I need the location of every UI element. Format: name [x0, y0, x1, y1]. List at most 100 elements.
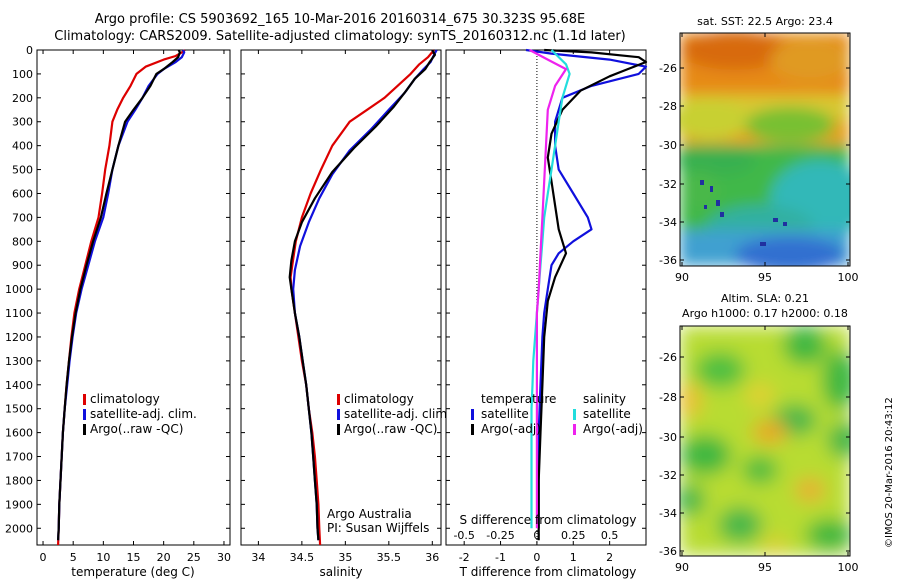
- temperature-panel: 0100200300400500600700800900100011001200…: [5, 44, 231, 579]
- map-y-tick-label: -30: [659, 431, 677, 444]
- map-y-tick-label: -26: [659, 62, 677, 75]
- legend-label: satellite-adj. clim.: [90, 407, 197, 421]
- map-y-tick-label: -36: [659, 254, 677, 267]
- y-tick-label: 200: [12, 92, 33, 105]
- sst-map: sat. SST: 22.5 Argo: 23.4: [659, 15, 859, 284]
- y-tick-label: 800: [12, 235, 33, 248]
- chart-title-line1: Argo profile: CS 5903692_165 10-Mar-2016…: [94, 12, 586, 27]
- series-line-argo-raw-qc: [288, 49, 436, 541]
- credit-text: ©IMOS 20-Mar-2016 20:43:12: [884, 397, 895, 548]
- temperature-x-label: temperature (deg C): [71, 565, 194, 579]
- x-tick-label: -1: [495, 551, 506, 564]
- sst-cloud-pixels: [700, 180, 787, 246]
- x-tick-label: 0: [533, 551, 540, 564]
- legend-label: climatology: [344, 392, 414, 406]
- y-tick-label: 1100: [5, 307, 33, 320]
- y-tick-label: 400: [12, 140, 33, 153]
- y-tick-label: 1400: [5, 379, 33, 392]
- map-x-tick-label: 100: [838, 561, 859, 574]
- legend-label: satellite: [583, 407, 631, 421]
- x-tick-label: 30: [217, 551, 231, 564]
- map-x-tick-label: 90: [675, 561, 689, 574]
- map-y-tick-label: -28: [659, 391, 677, 404]
- series-line-t-satellite: [525, 48, 648, 529]
- legend-swatch: [471, 424, 474, 435]
- map-y-tick-label: -30: [659, 139, 677, 152]
- sla-field: [680, 326, 850, 556]
- x-tick-label: 15: [127, 551, 141, 564]
- sla-map-title-line2: Argo h1000: 0.17 h2000: 0.18: [682, 307, 848, 320]
- legend-label: satellite-adj. clim.: [344, 407, 451, 421]
- legend-swatch: [337, 424, 340, 435]
- legend-label: Argo(..raw -QC): [344, 422, 437, 436]
- x-tick-label: 35.5: [377, 551, 402, 564]
- series-line-climatology: [289, 49, 435, 546]
- salinity-x-label: salinity: [319, 565, 362, 579]
- y-tick-label: 2000: [5, 522, 33, 535]
- t-difference-x-label: T difference from climatology: [459, 565, 637, 579]
- map-y-tick-label: -36: [659, 545, 677, 558]
- y-tick-label: 1600: [5, 427, 33, 440]
- y-tick-label: 1700: [5, 451, 33, 464]
- s-tick-label: 0.5: [601, 529, 619, 542]
- x-tick-label: 5: [70, 551, 77, 564]
- salinity-plot-frame: [240, 49, 442, 546]
- x-tick-label: 34: [251, 551, 265, 564]
- salinity-panel: 34 34.5 35 35.5 36 climatologysatellite-adj.…: [240, 49, 451, 579]
- x-tick-label: 1: [570, 551, 577, 564]
- series-line-argo-raw-qc: [57, 49, 181, 541]
- series-line-s-argo-adj: [529, 49, 568, 529]
- x-tick-label: 36: [425, 551, 439, 564]
- x-tick-label: 35: [338, 551, 352, 564]
- series-line-t-argo-adj: [537, 48, 648, 541]
- legend-swatch: [337, 394, 340, 405]
- map-y-tick-label: -32: [659, 178, 677, 191]
- legend-swatch: [573, 409, 576, 420]
- map-y-tick-label: -26: [659, 351, 677, 364]
- map-x-tick-label: 100: [838, 271, 859, 284]
- legend-swatch: [83, 424, 86, 435]
- annotation-line2: PI: Susan Wijffels: [327, 521, 429, 535]
- x-tick-label: 34.5: [290, 551, 315, 564]
- annotation-line1: Argo Australia: [327, 507, 412, 521]
- legend-swatch: [573, 424, 576, 435]
- y-tick-label: 900: [12, 259, 33, 272]
- s-tick-label: -0.5: [453, 529, 474, 542]
- s-tick-label: 0: [533, 529, 540, 542]
- legend-swatch: [337, 409, 340, 420]
- s-tick-label: -0.25: [486, 529, 514, 542]
- sst-field: [680, 33, 850, 266]
- x-tick-label: 10: [96, 551, 110, 564]
- y-tick-label: 1500: [5, 403, 33, 416]
- legend-swatch: [83, 394, 86, 405]
- sla-map-title-line1: Altim. SLA: 0.21: [721, 292, 809, 305]
- map-x-tick-label: 95: [758, 271, 772, 284]
- y-tick-label: 300: [12, 116, 33, 129]
- y-tick-label: 100: [12, 68, 33, 81]
- legend-label: climatology: [90, 392, 160, 406]
- map-x-tick-label: 95: [758, 561, 772, 574]
- y-tick-label: 600: [12, 187, 33, 200]
- legend-label: Argo(-adj): [481, 422, 541, 436]
- legend-label: Argo(..raw -QC): [90, 422, 183, 436]
- s-tick-label: 0.25: [561, 529, 586, 542]
- difference-panel: -2 -1 0 1 2 temperature salinitysatelliteArgo…: [445, 48, 648, 579]
- y-tick-label: 500: [12, 164, 33, 177]
- x-tick-label: 0: [40, 551, 47, 564]
- y-tick-label: 1000: [5, 283, 33, 296]
- y-tick-label: 700: [12, 211, 33, 224]
- x-tick-label: -2: [459, 551, 470, 564]
- legend-label: satellite: [481, 407, 529, 421]
- map-y-tick-label: -28: [659, 100, 677, 113]
- legend-swatch: [471, 409, 474, 420]
- map-x-tick-label: 90: [675, 271, 689, 284]
- y-tick-label: 0: [26, 44, 33, 57]
- legend-heading-salinity: salinity: [583, 392, 626, 406]
- map-y-tick-label: -34: [659, 216, 677, 229]
- temperature-plot-frame: [36, 49, 231, 546]
- legend-swatch: [83, 409, 86, 420]
- x-tick-label: 20: [157, 551, 171, 564]
- y-tick-label: 1900: [5, 498, 33, 511]
- x-tick-label: 25: [187, 551, 201, 564]
